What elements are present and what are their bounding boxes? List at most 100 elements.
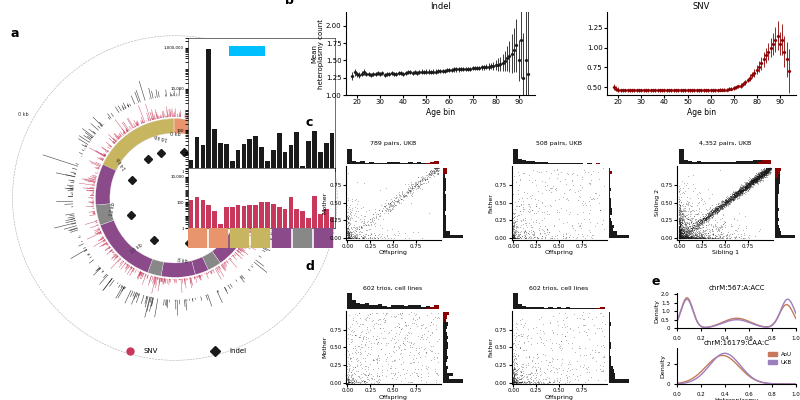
Point [517,360,530,367]
Point [583,206,596,213]
Point [704,212,717,219]
Point [680,234,693,240]
Point [674,206,686,212]
Point [509,366,522,372]
Point [753,175,766,181]
Point [341,375,354,382]
Point [697,235,710,241]
Point [681,226,694,232]
Point [757,171,770,177]
Point [692,234,705,241]
Point [511,375,524,381]
Point [677,234,690,241]
Point [361,351,374,358]
Point [354,379,367,385]
Point [509,379,522,386]
Point [746,178,759,185]
Point [378,312,391,318]
Point [750,176,763,182]
Point [727,192,740,198]
Point [509,346,522,353]
Point [507,220,520,226]
Point [758,168,771,175]
Point [704,235,717,241]
Point [372,339,385,345]
Point [342,229,355,236]
Point [726,192,739,198]
Point [696,217,709,223]
Point [724,200,737,206]
Point [374,222,386,228]
Point [700,216,713,222]
Point [690,202,703,208]
Point [586,196,598,202]
Point [698,215,711,222]
Point [678,224,691,230]
Point [346,215,358,221]
Point [579,202,592,208]
Point [342,378,355,385]
Point [425,169,438,175]
Point [717,200,730,206]
Point [346,235,358,241]
Point [342,352,355,358]
Point [575,231,588,238]
Point [688,234,701,241]
Point [743,181,756,188]
Point [738,184,751,190]
Point [734,184,746,191]
Point [673,235,686,241]
Point [514,344,526,350]
Point [682,216,695,222]
Point [509,379,522,385]
Point [385,196,398,202]
Point [742,183,755,189]
Point [704,208,717,214]
Point [693,220,706,226]
Point [523,378,536,384]
Point [727,191,740,197]
Point [728,192,741,198]
Point [342,364,355,371]
Point [683,235,696,241]
Point [342,374,354,381]
Point [674,235,686,241]
Point [342,214,354,221]
Point [750,173,763,179]
Point [723,194,736,201]
Point [677,228,690,234]
Point [690,235,702,241]
Point [753,174,766,180]
Point [682,232,694,238]
Point [704,207,717,214]
Point [507,378,520,384]
Point [358,179,371,186]
Point [522,370,534,377]
Point [730,227,742,233]
Point [686,172,699,178]
Point [740,186,753,193]
Point [526,207,538,213]
Point [709,208,722,215]
Point [342,374,354,381]
Point [521,379,534,385]
Point [681,212,694,218]
Point [530,203,542,209]
Point [385,370,398,376]
Point [530,168,543,174]
Point [702,234,714,240]
Point [362,232,374,238]
Point [743,183,756,189]
Point [730,194,742,200]
Point [727,192,740,199]
Point [518,229,530,236]
Point [743,183,756,189]
Point [754,226,766,232]
Point [388,313,401,320]
Point [709,207,722,214]
Point [762,170,775,177]
Point [510,368,522,374]
Point [689,210,702,217]
Point [509,379,522,386]
Point [555,345,568,351]
